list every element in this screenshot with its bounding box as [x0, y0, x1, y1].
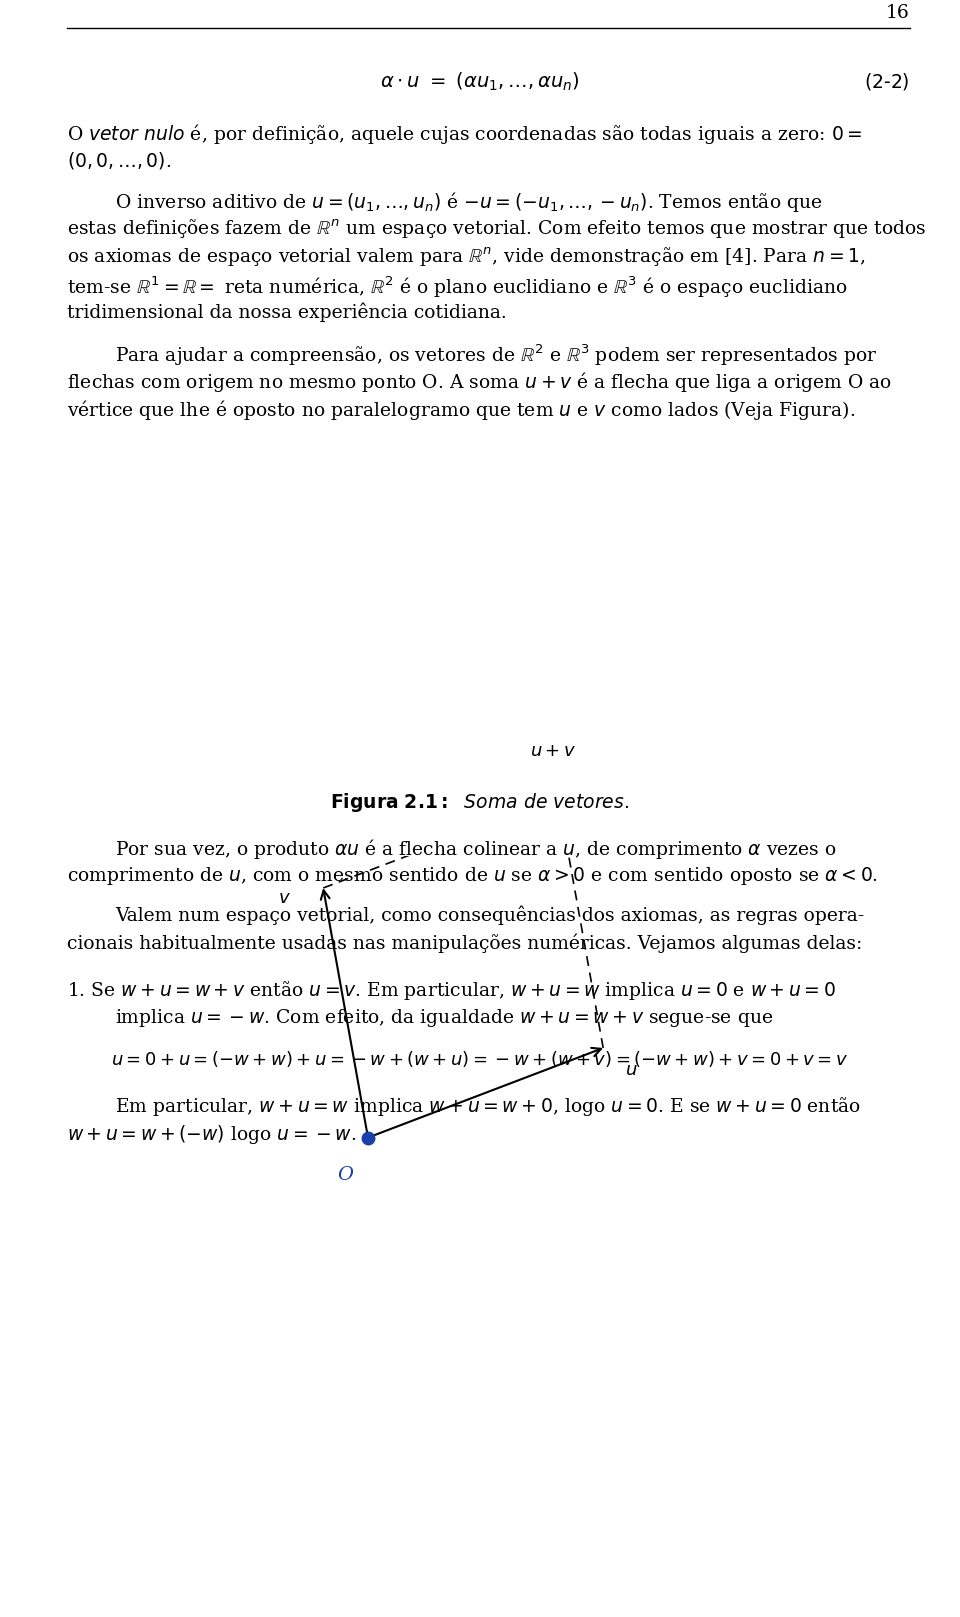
Text: tem-se $\mathbb{R}^1 = \mathbb{R} =$ reta numérica, $\mathbb{R}^2$ é o plano euc: tem-se $\mathbb{R}^1 = \mathbb{R} =$ ret…	[67, 273, 848, 299]
Text: Valem num espaço vetorial, como consequências dos axiomas, as regras opera-: Valem num espaço vetorial, como consequê…	[115, 906, 864, 925]
Text: O: O	[338, 1166, 353, 1184]
Text: O inverso aditivo de $u = (u_1, \ldots, u_n)$ é $-u = (-u_1, \ldots, -u_n)$. Tem: O inverso aditivo de $u = (u_1, \ldots, …	[115, 191, 823, 213]
Text: 16: 16	[886, 3, 910, 23]
Text: vértice que lhe é oposto no paralelogramo que tem $u$ e $v$ como lados (Veja Fig: vértice que lhe é oposto no paralelogram…	[67, 398, 855, 422]
Text: $w + u = w + (-w)$ logo $u = -w$.: $w + u = w + (-w)$ logo $u = -w$.	[67, 1122, 356, 1146]
Text: os axiomas de espaço vetorial valem para $\mathbb{R}^n$, vide demonstração em [4: os axiomas de espaço vetorial valem para…	[67, 246, 866, 270]
Text: $u = 0 + u = (-w + w) + u = -w + (w + u) = -w + (w + v) = (-w + w) + v = 0 + v =: $u = 0 + u = (-w + w) + u = -w + (w + u)…	[111, 1049, 849, 1069]
Text: O $\mathit{vetor\ nulo}$ é, por definição, aquele cujas coordenadas são todas ig: O $\mathit{vetor\ nulo}$ é, por definiçã…	[67, 121, 862, 146]
Text: $u + v$: $u + v$	[530, 742, 576, 760]
Text: comprimento de $u$, com o mesmo sentido de $u$ se $\alpha > 0$ e com sentido opo: comprimento de $u$, com o mesmo sentido …	[67, 865, 878, 888]
Text: Para ajudar a compreensão, os vetores de $\mathbb{R}^2$ e $\mathbb{R}^3$ podem s: Para ajudar a compreensão, os vetores de…	[115, 343, 877, 367]
Text: $\alpha \cdot u \ = \ (\alpha u_1, \ldots, \alpha u_n)$: $\alpha \cdot u \ = \ (\alpha u_1, \ldot…	[380, 71, 580, 94]
Text: estas definições fazem de $\mathbb{R}^n$ um espaço vetorial. Com efeito temos qu: estas definições fazem de $\mathbb{R}^n$…	[67, 218, 926, 241]
Text: flechas com origem no mesmo ponto O. A soma $u + v$ é a flecha que liga a origem: flechas com origem no mesmo ponto O. A s…	[67, 370, 892, 395]
Text: $\mathbf{Figura\ 2.1:}$  $\mathit{Soma\ de\ vetores.}$: $\mathbf{Figura\ 2.1:}$ $\mathit{Soma\ d…	[330, 791, 630, 813]
Text: $u$: $u$	[625, 1061, 637, 1080]
Text: tridimensional da nossa experiência cotidiana.: tridimensional da nossa experiência coti…	[67, 302, 507, 322]
Text: 1. Se $w + u = w + v$ então $u = v$. Em particular, $w + u = w$ implica $u = 0$ : 1. Se $w + u = w + v$ então $u = v$. Em …	[67, 978, 836, 1003]
Text: $(0, 0, \ldots, 0)$.: $(0, 0, \ldots, 0)$.	[67, 150, 171, 171]
Text: cionais habitualmente usadas nas manipulações numéricas. Vejamos algumas delas:: cionais habitualmente usadas nas manipul…	[67, 933, 862, 952]
Text: Por sua vez, o produto $\alpha u$ é a flecha colinear a $u$, de comprimento $\al: Por sua vez, o produto $\alpha u$ é a fl…	[115, 838, 837, 860]
Text: Em particular, $w + u = w$ implica $w + u = w + 0$, logo $u = 0$. E se $w + u = : Em particular, $w + u = w$ implica $w + …	[115, 1095, 861, 1117]
Text: $(2\text{-}2)$: $(2\text{-}2)$	[864, 71, 910, 92]
Text: $v$: $v$	[277, 889, 291, 907]
Text: implica $u = -w$. Com efeito, da igualdade $w + u = w + v$ segue-se que: implica $u = -w$. Com efeito, da igualda…	[115, 1007, 773, 1028]
